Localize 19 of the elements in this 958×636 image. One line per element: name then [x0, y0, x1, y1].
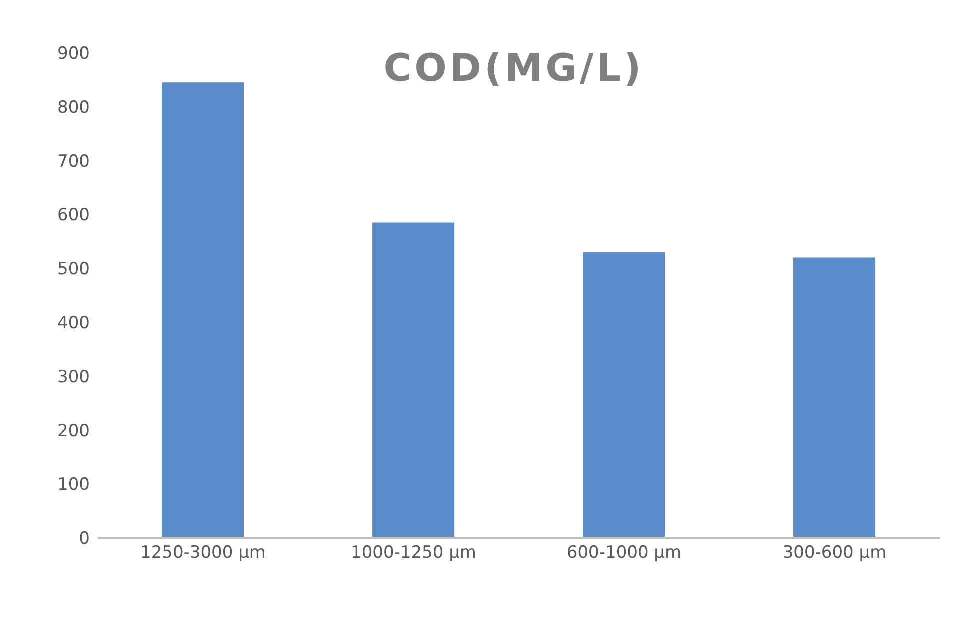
- y-tick-label: 200: [58, 421, 90, 442]
- bar: [372, 222, 454, 538]
- bar: [794, 258, 876, 538]
- bar: [583, 252, 665, 538]
- y-tick-label: 600: [58, 206, 90, 226]
- x-tick-label: 1250-3000 µm: [140, 543, 266, 564]
- x-tick-label: 600-1000 µm: [566, 543, 682, 564]
- y-tick-label: 300: [58, 367, 90, 388]
- chart-title: COD(MG/L): [384, 46, 644, 90]
- y-tick-label: 0: [79, 529, 90, 550]
- y-tick-label: 500: [58, 260, 90, 280]
- x-tick-label: 1000-1250 µm: [351, 543, 476, 564]
- y-tick-label: 700: [58, 152, 90, 172]
- y-tick-label: 100: [58, 475, 90, 496]
- bar: [162, 82, 244, 538]
- y-tick-label: 800: [58, 98, 90, 118]
- x-tick-label: 300-600 µm: [782, 543, 887, 564]
- y-tick-label: 900: [58, 44, 90, 64]
- y-tick-label: 400: [58, 313, 90, 334]
